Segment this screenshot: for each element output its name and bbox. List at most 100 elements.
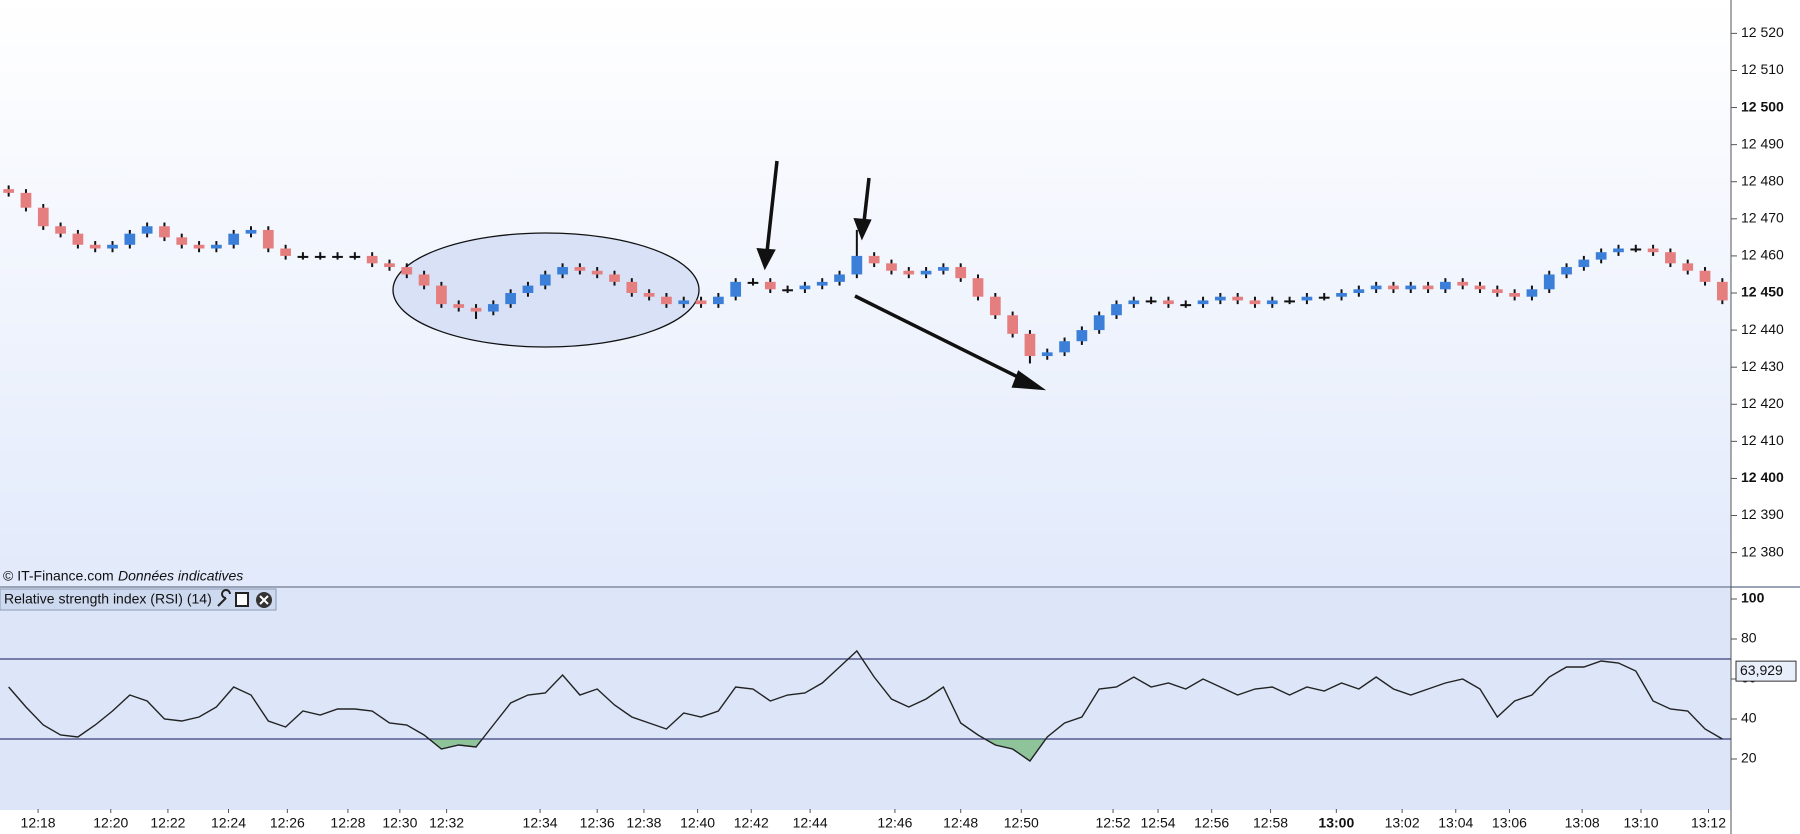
candle-body — [366, 255, 378, 264]
candle-body — [1128, 300, 1140, 305]
candle-body — [972, 278, 984, 297]
y-tick-label: 12 490 — [1741, 135, 1784, 151]
marks — [0, 185, 1731, 762]
x-tick-label: 12:26 — [270, 815, 305, 831]
y-tick-label: 12 390 — [1741, 506, 1784, 522]
candle-body — [193, 244, 205, 249]
candle-body — [107, 244, 118, 249]
y-tick-label: 12 480 — [1741, 172, 1784, 188]
settings-icon[interactable] — [217, 589, 231, 607]
x-tick-label: 12:34 — [523, 815, 558, 831]
candle-body — [1180, 304, 1192, 307]
rsi-panel — [0, 588, 1731, 810]
candle-body — [1336, 293, 1347, 297]
rsi-line — [8, 649, 1723, 762]
x-tick-label: 12:58 — [1253, 815, 1288, 831]
x-tick-label: 13:04 — [1438, 815, 1473, 831]
x-tick-label: 13:06 — [1492, 815, 1527, 831]
x-tick-label: 12:24 — [211, 815, 246, 831]
candle-body — [1595, 252, 1607, 260]
indicator-icons[interactable] — [217, 589, 272, 608]
candle-body — [228, 233, 240, 245]
candle-body — [1041, 352, 1053, 357]
oversold-fill — [8, 739, 1725, 762]
candle-body — [1578, 259, 1590, 268]
candle-body — [37, 207, 49, 227]
candle-body — [384, 263, 395, 268]
candle-body — [1716, 281, 1728, 301]
candle-body — [557, 267, 568, 275]
note: Données indicatives — [118, 568, 243, 584]
candle-body — [1665, 252, 1676, 264]
candle-body — [886, 263, 897, 271]
candle-body — [695, 300, 707, 305]
candle-body — [1232, 296, 1244, 301]
candle-body — [903, 270, 915, 275]
candle-body — [678, 300, 690, 305]
candle-body — [487, 304, 499, 312]
x-tick-label: 12:52 — [1096, 815, 1131, 831]
candle-body — [245, 229, 257, 234]
window-icon[interactable] — [235, 592, 249, 607]
x-tick-label: 13:08 — [1565, 815, 1600, 831]
candle-body — [314, 255, 326, 258]
x-tick-label: 13:00 — [1318, 815, 1354, 831]
x-tick-label: 12:44 — [793, 815, 828, 831]
candle-body — [799, 285, 811, 290]
candle-body — [1284, 300, 1295, 303]
candle-body — [868, 255, 880, 264]
candle-body — [1388, 285, 1399, 290]
candle-body — [1059, 341, 1070, 353]
candle-body — [1630, 248, 1642, 251]
x-tick-label: 12:20 — [93, 815, 128, 831]
x-tick-label: 12:28 — [330, 815, 365, 831]
arrow-head — [756, 248, 776, 271]
y-tick-label: 40 — [1741, 710, 1757, 726]
candle-body — [1509, 293, 1520, 297]
candle-body — [262, 229, 274, 249]
candle-body — [1699, 270, 1711, 282]
indicator-header — [0, 588, 277, 611]
y-tick-label: 100 — [1741, 590, 1765, 606]
current-value-label: 63,929 — [1740, 662, 1783, 678]
candle-body — [747, 281, 759, 284]
y-tick-label: 12 400 — [1741, 469, 1784, 485]
candle-body — [1647, 248, 1659, 253]
y-tick-label: 12 380 — [1741, 543, 1784, 559]
candle-body — [1613, 248, 1624, 253]
candle-body — [1370, 285, 1382, 290]
candle-body — [453, 304, 465, 308]
candle-body — [401, 267, 413, 275]
candle-body — [626, 281, 638, 293]
candle-body — [661, 296, 672, 305]
candle-body — [1301, 296, 1313, 301]
candle-body — [609, 274, 620, 282]
candle-body — [72, 233, 84, 245]
price-panel — [0, 0, 1731, 586]
current-value-box — [1735, 660, 1797, 682]
y-tick-label: 12 500 — [1741, 98, 1784, 114]
candle-body — [989, 296, 1001, 316]
candle-body — [332, 255, 343, 258]
candle-body — [539, 274, 551, 286]
candle-body — [1076, 330, 1088, 342]
close-cross — [259, 595, 269, 605]
candle-body — [418, 274, 430, 286]
candle-body — [1561, 267, 1572, 275]
x-tick-label: 13:02 — [1385, 815, 1420, 831]
x-tick-label: 12:40 — [680, 815, 715, 831]
x-tick-label: 12:48 — [943, 815, 978, 831]
candle-body — [1318, 296, 1330, 299]
candle-body — [816, 281, 828, 286]
candle-body — [505, 293, 517, 305]
x-tick-label: 12:32 — [429, 815, 464, 831]
x-tick-label: 12:30 — [382, 815, 417, 831]
x-tick-label: 12:38 — [626, 815, 661, 831]
candle-body — [955, 267, 967, 279]
arrow — [854, 294, 1027, 383]
x-tick-label: 12:22 — [150, 815, 185, 831]
candle-body — [1491, 289, 1503, 293]
candle-body — [1353, 289, 1365, 293]
x-tick-label: 13:12 — [1691, 815, 1726, 831]
